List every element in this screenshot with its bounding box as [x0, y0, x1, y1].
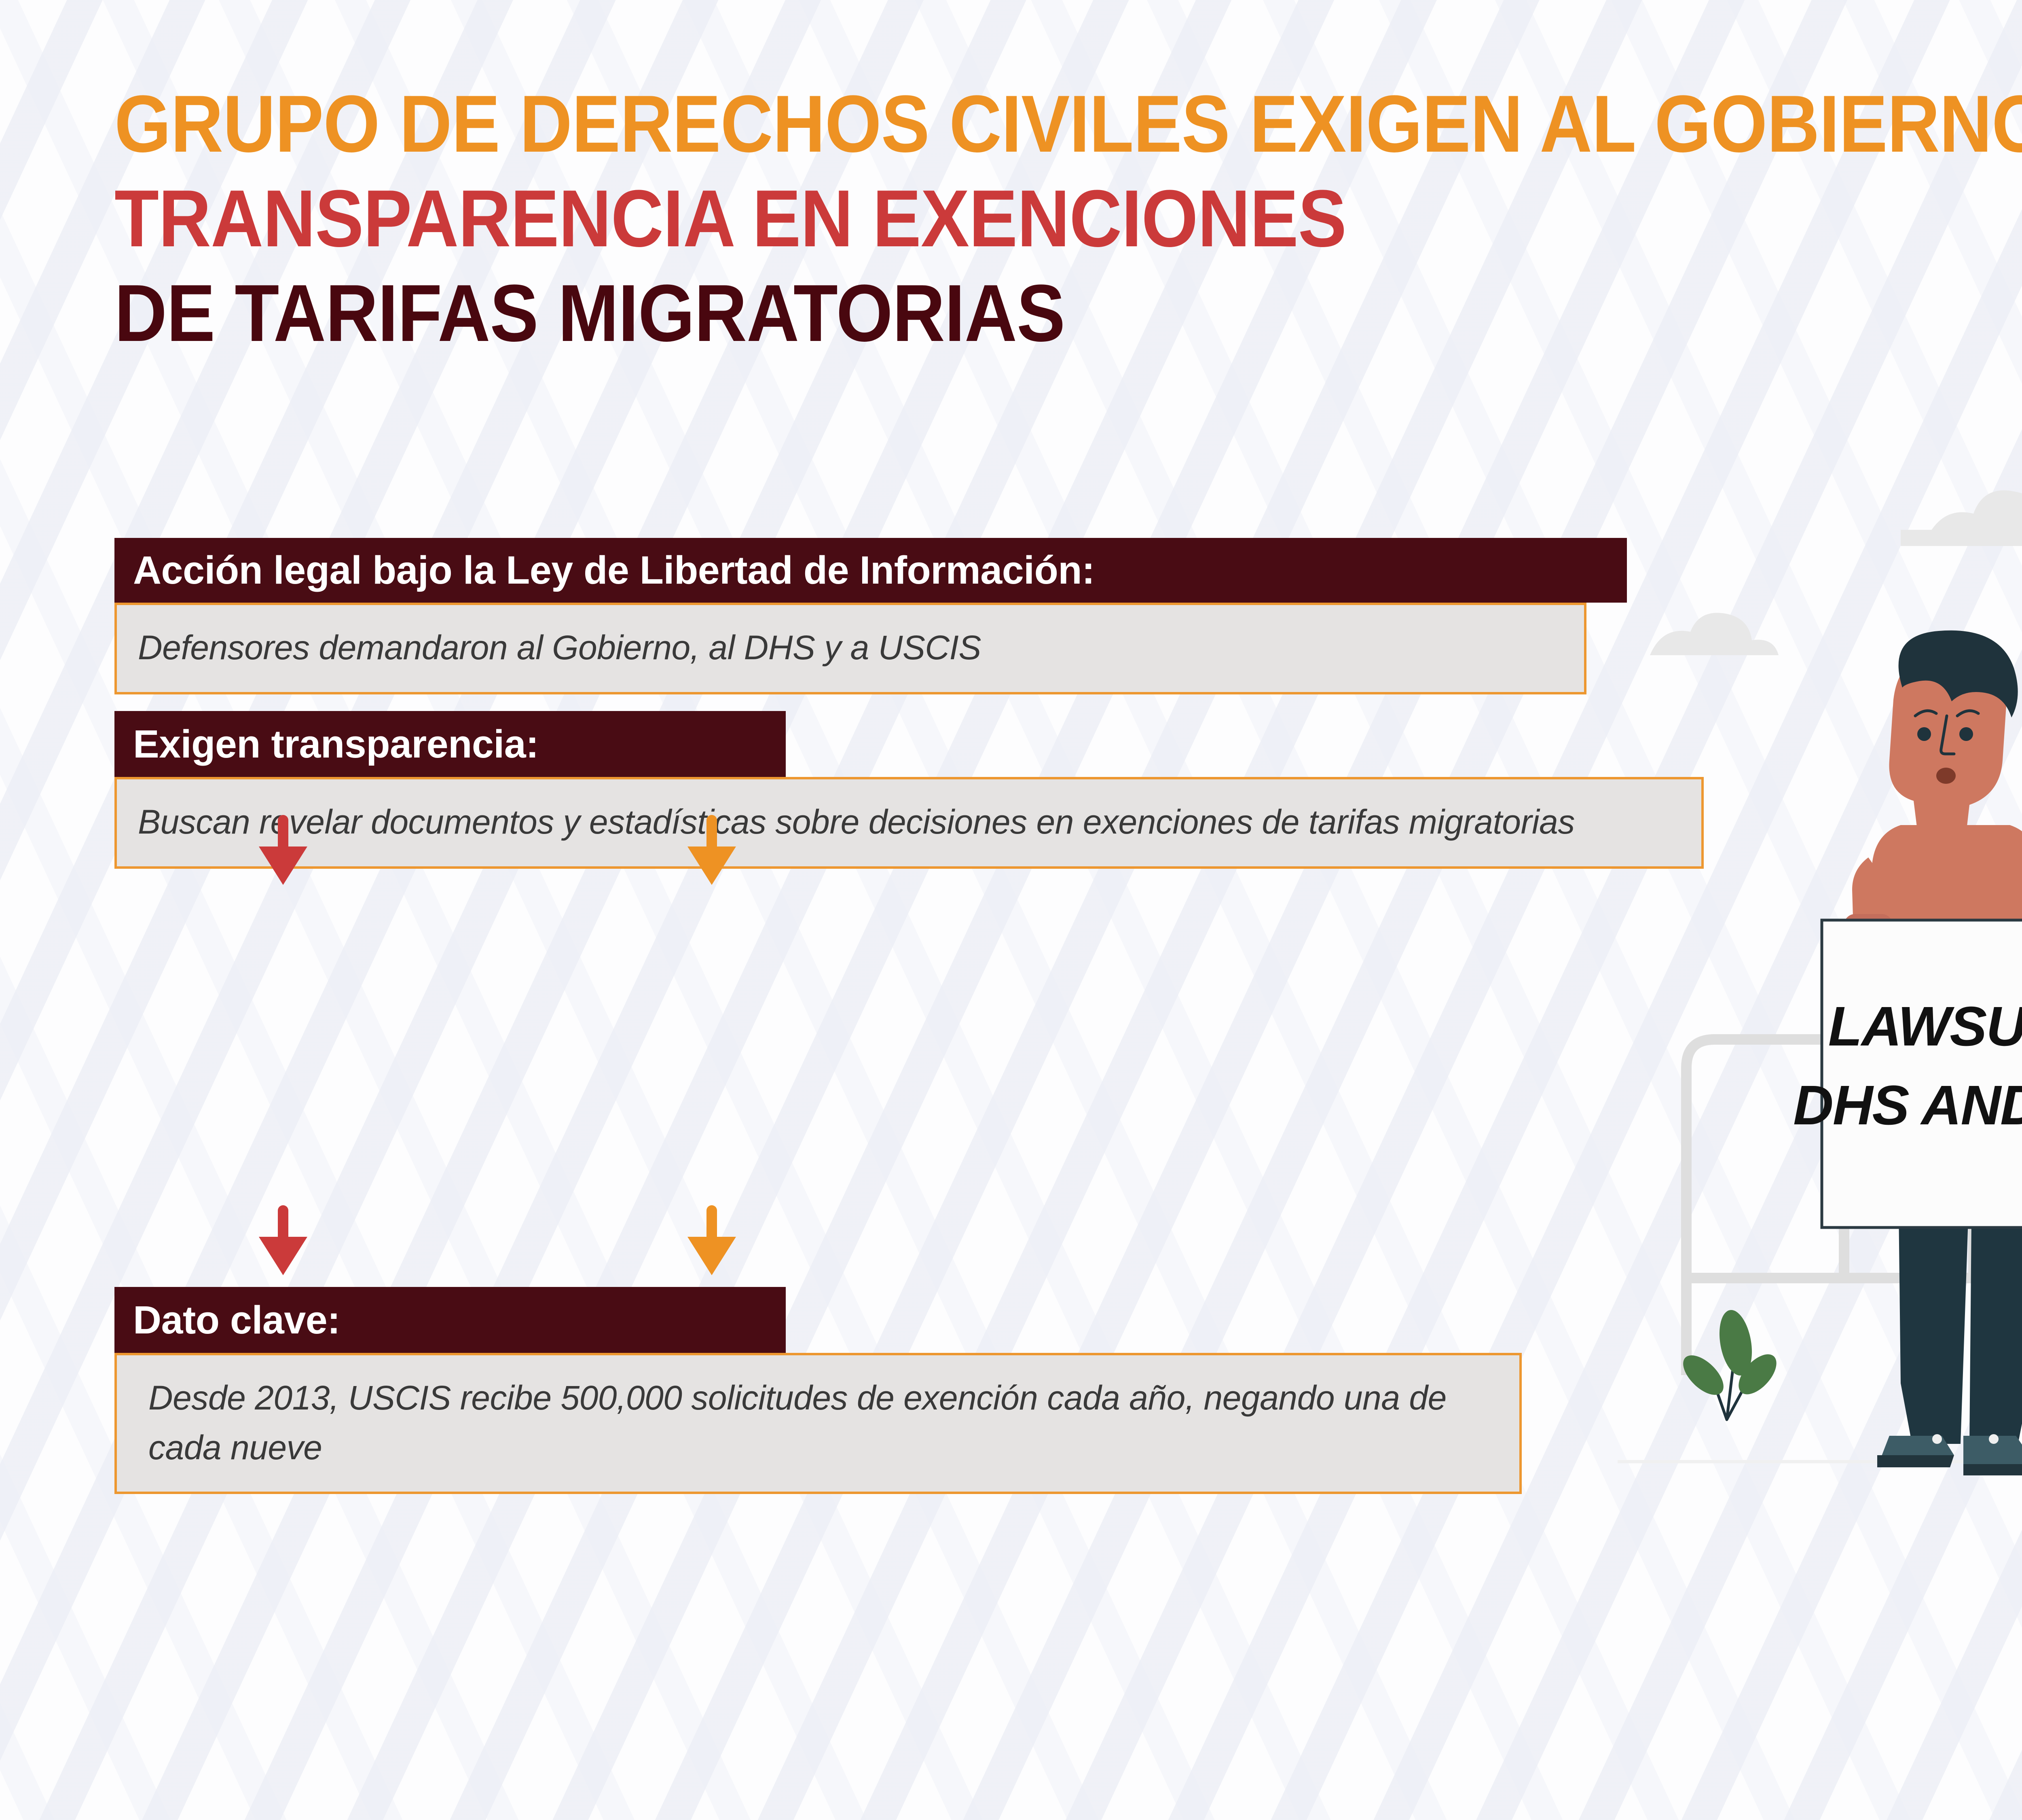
down-arrow-icon-orange-2 — [687, 1205, 736, 1275]
info-block-3: Dato clave: Desde 2013, USCIS recibe 500… — [114, 1287, 1522, 1494]
info-block-3-heading: Dato clave: — [114, 1287, 786, 1353]
info-block-1: Acción legal bajo la Ley de Libertad de … — [114, 538, 1627, 694]
headline-line-1: GRUPO DE DERECHOS CIVILES EXIGEN AL GOBI… — [114, 79, 2022, 169]
info-block-3-body: Desde 2013, USCIS recibe 500,000 solicit… — [114, 1353, 1522, 1494]
sign-left-line-1: LAWSUIT FOR — [1828, 995, 2022, 1058]
info-block-2-body: Buscan revelar documentos y estadísticas… — [114, 777, 1704, 869]
headline-line-2: TRANSPARENCIA EN EXENCIONES — [114, 174, 1347, 264]
info-block-2: Exigen transparencia: Buscan revelar doc… — [114, 711, 1704, 869]
protest-illustration: .cloud{ fill:#E8E8E8; } .fence{ fill:non… — [1618, 437, 2022, 1581]
info-block-1-body: Defensores demandaron al Gobierno, al DH… — [114, 603, 1586, 694]
protester-left: LAWSUIT FOR DHS AND USCIS! — [1793, 630, 2022, 1475]
info-block-2-heading: Exigen transparencia: — [114, 711, 786, 777]
page-title: GRUPO DE DERECHOS CIVILES EXIGEN AL GOBI… — [114, 77, 2022, 361]
down-arrow-icon-orange-1 — [687, 815, 736, 885]
down-arrow-icon-red-2 — [259, 1205, 307, 1275]
headline-line-3: DE TARIFAS MIGRATORIAS — [114, 268, 1065, 358]
sign-left-line-2: DHS AND USCIS! — [1793, 1074, 2022, 1136]
ground-line — [1618, 1460, 2022, 1463]
plant-icon — [1683, 1310, 1777, 1421]
cloud-icons — [1650, 490, 2022, 655]
protest-sign-left — [1820, 918, 2022, 1229]
info-block-1-heading: Acción legal bajo la Ley de Libertad de … — [114, 538, 1627, 603]
down-arrow-icon-red-1 — [259, 815, 307, 885]
